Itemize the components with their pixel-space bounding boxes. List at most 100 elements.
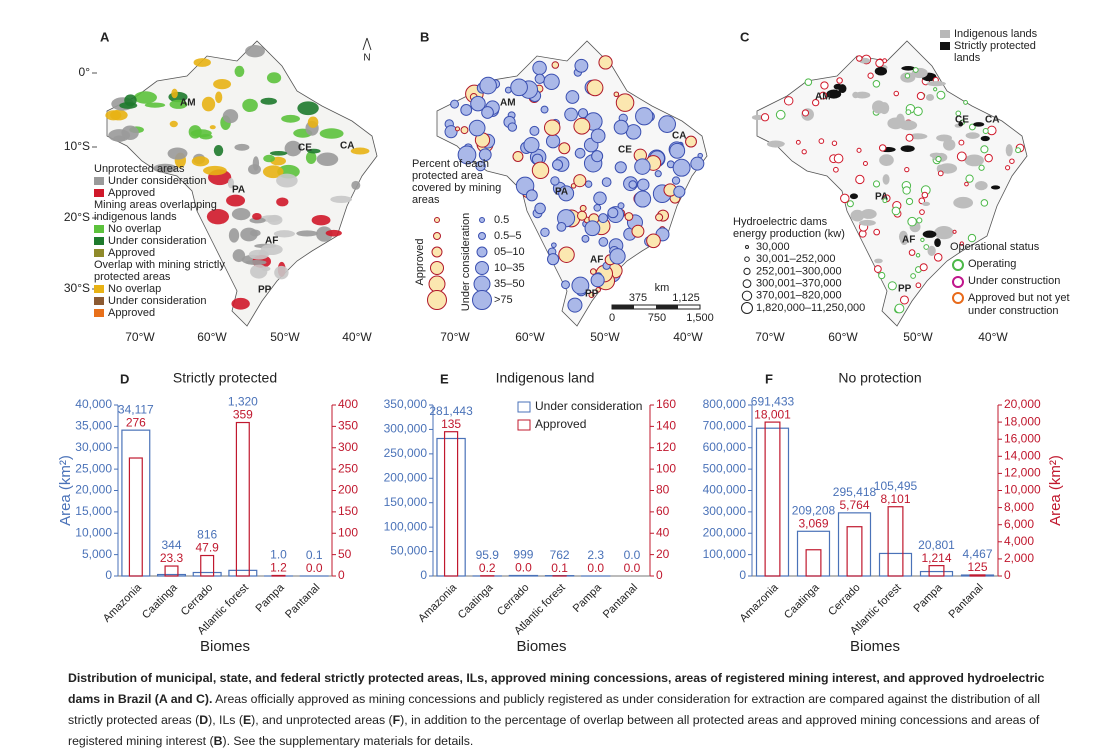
map-dam xyxy=(875,58,884,68)
legend-item: Indigenous lands xyxy=(940,28,1070,40)
map-circle xyxy=(591,150,604,163)
legend-group: Approved xyxy=(414,238,426,285)
biome-label: CE xyxy=(955,115,969,126)
map-circle xyxy=(584,220,601,237)
bar xyxy=(919,570,954,577)
value-label: 125 xyxy=(967,560,987,574)
legend-circle xyxy=(479,217,485,223)
map-dam xyxy=(959,241,964,246)
map-area xyxy=(899,120,918,131)
y2-tick-label: 100 xyxy=(338,525,358,539)
map-circle xyxy=(460,104,473,116)
y2-tick-label: 6,000 xyxy=(1004,517,1034,531)
biome-label: CE xyxy=(298,143,312,154)
y2-tick-label: 250 xyxy=(338,461,358,475)
map-area xyxy=(234,143,250,151)
caption-text: ), in addition to the percentage of over… xyxy=(68,713,1040,748)
bar xyxy=(755,427,790,577)
longitude-label: 50°W xyxy=(903,330,933,344)
bar xyxy=(969,574,986,577)
map-circle xyxy=(468,119,486,137)
map-dam xyxy=(840,193,850,204)
map-area xyxy=(850,209,865,222)
map-area xyxy=(922,201,931,207)
map-dam xyxy=(908,249,916,256)
map-circle xyxy=(613,91,620,98)
y-tick-label: 40,000 xyxy=(75,397,112,411)
x-tick-label: Amazonia xyxy=(738,581,782,625)
map-dam xyxy=(801,109,810,117)
map-area xyxy=(203,165,227,176)
map-area xyxy=(231,297,250,310)
map-circle xyxy=(573,117,591,135)
map-area xyxy=(188,125,202,139)
x-tick-label: Amazonia xyxy=(416,581,460,625)
map-circle xyxy=(551,242,557,248)
caption: Distribution of municipal, state, and fe… xyxy=(68,668,1068,752)
scale-label: 0 xyxy=(609,312,615,324)
map-area xyxy=(900,145,915,152)
map-dam xyxy=(820,81,829,90)
caption-title: Distribution of municipal, state, and fe… xyxy=(68,671,1045,706)
map-circle xyxy=(571,276,590,295)
value-label: 295,418 xyxy=(833,485,877,499)
longitude-label: 70°W xyxy=(755,330,785,344)
legend-label: Indigenous lands xyxy=(954,28,1038,40)
value-label: 2.3 xyxy=(587,548,604,562)
map-area xyxy=(263,154,275,163)
map-dam xyxy=(933,87,938,92)
map-area xyxy=(133,91,157,104)
legend-circle xyxy=(431,246,443,258)
value-label: 762 xyxy=(550,548,570,562)
map-dam xyxy=(907,216,917,227)
map-dam xyxy=(760,113,770,122)
map-area xyxy=(297,101,319,116)
legend-item: No overlap xyxy=(94,283,232,295)
map-dam xyxy=(980,199,989,207)
value-label: 209,208 xyxy=(792,503,836,517)
map-dam xyxy=(965,174,974,183)
map-circle xyxy=(628,180,637,189)
bar xyxy=(164,565,179,577)
legend-label: Strictly protected lands xyxy=(954,40,1036,64)
map-area xyxy=(213,145,224,157)
biome-label: AF xyxy=(902,235,915,246)
bar xyxy=(928,565,945,577)
value-label: 1.0 xyxy=(270,548,287,562)
map-area xyxy=(859,219,876,226)
biome-label: AF xyxy=(265,236,278,247)
y-tick-label: 300,000 xyxy=(703,504,747,518)
biome-label: PP xyxy=(898,284,912,295)
value-label: 105,495 xyxy=(874,479,918,493)
legend-circle xyxy=(434,217,440,223)
legend-circle xyxy=(433,232,441,240)
value-label: 1,214 xyxy=(921,551,951,565)
map-circle xyxy=(478,148,492,162)
y2-tick-label: 14,000 xyxy=(1004,448,1041,462)
map-dam xyxy=(916,217,923,224)
map-circle xyxy=(457,145,477,165)
y-tick-label: 600,000 xyxy=(703,440,747,454)
bar xyxy=(436,437,466,577)
map-area xyxy=(953,196,974,209)
map-circle xyxy=(617,202,625,210)
y-tick-label: 350,000 xyxy=(384,397,428,411)
map-area xyxy=(922,230,937,238)
map-circle xyxy=(590,128,606,144)
map-area xyxy=(879,154,894,166)
map-area xyxy=(826,89,842,99)
map-circle xyxy=(532,60,547,76)
map-circle xyxy=(609,248,626,265)
map-circle xyxy=(558,246,575,263)
map-area xyxy=(144,102,166,108)
map-area xyxy=(769,141,785,147)
map-circle xyxy=(673,185,686,198)
value-label: 999 xyxy=(513,548,533,562)
map-area xyxy=(213,79,232,90)
map-area xyxy=(262,165,284,179)
map-area xyxy=(973,122,985,127)
map-circle xyxy=(558,185,575,202)
map-area xyxy=(193,58,211,67)
legend-label: Approved xyxy=(108,187,156,199)
